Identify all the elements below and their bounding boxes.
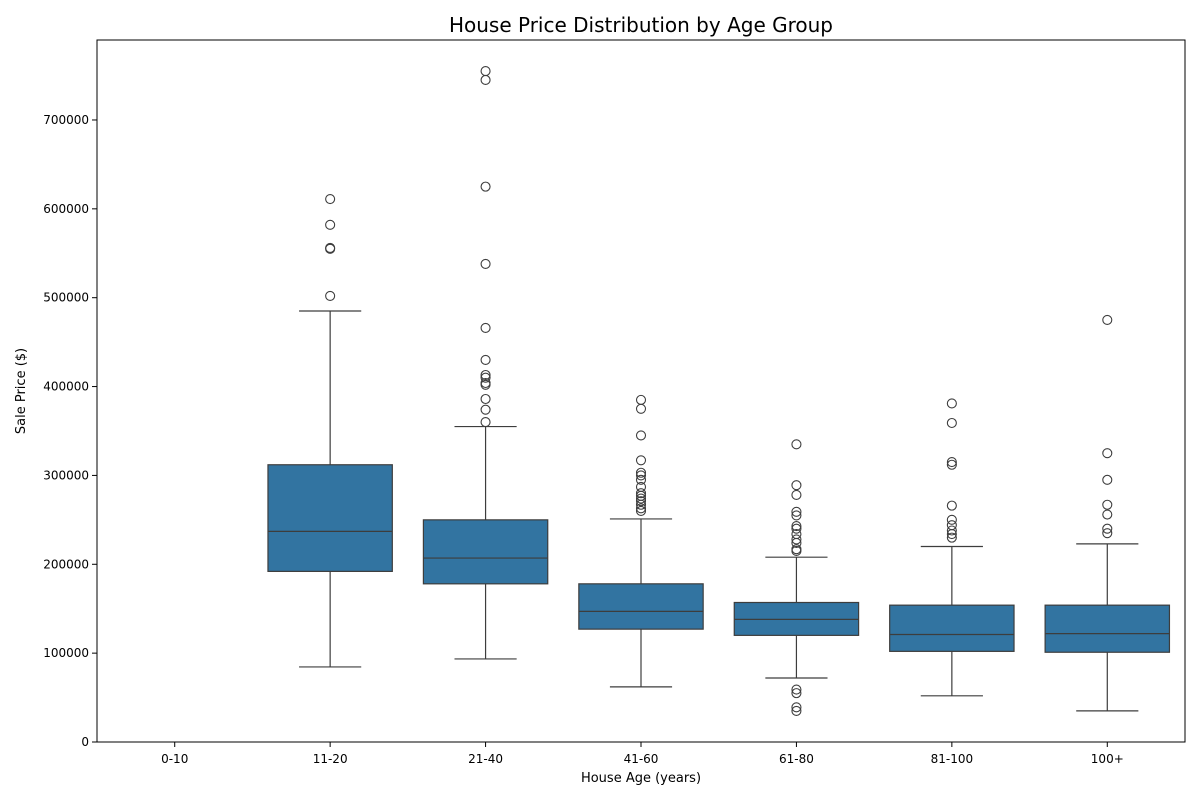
outlier-point: [635, 430, 647, 441]
outlier-point: [635, 488, 647, 499]
outlier-point: [635, 403, 647, 414]
outlier-point: [791, 489, 802, 501]
chart-title: House Price Distribution by Age Group: [449, 13, 833, 37]
box-21-40: [422, 66, 549, 660]
y-tick-label: 200000: [43, 557, 89, 571]
y-tick-label: 600000: [43, 202, 89, 216]
outlier-point: [480, 377, 491, 389]
outlier-point: [946, 500, 957, 511]
outlier-point: [480, 404, 491, 415]
outlier-point: [325, 242, 336, 253]
outlier-point: [325, 194, 336, 205]
outlier-point: [480, 66, 491, 77]
outlier-point: [635, 474, 647, 485]
box-41-60: [578, 394, 704, 688]
outlier-point: [946, 532, 957, 543]
x-tick-label: 41-60: [624, 752, 659, 766]
x-tick-label: 0-10: [161, 752, 188, 766]
outlier-point: [480, 258, 491, 269]
x-tick-label: 81-100: [931, 752, 974, 766]
outlier-point: [791, 684, 802, 695]
outlier-point: [635, 470, 647, 481]
box-100+: [1044, 314, 1171, 712]
outlier-point: [791, 544, 802, 555]
outlier-point: [1102, 523, 1113, 534]
outlier-point: [1102, 448, 1113, 459]
x-tick-label: 11-20: [313, 752, 348, 766]
outlier-point: [1102, 528, 1113, 539]
outlier-point: [480, 369, 491, 381]
outlier-point: [480, 372, 491, 383]
outlier-point: [480, 393, 491, 405]
box-iqr: [422, 519, 549, 585]
outlier-point: [946, 417, 957, 429]
y-tick-label: 100000: [43, 646, 89, 660]
outlier-point: [791, 529, 802, 540]
outlier-point: [1102, 314, 1113, 325]
outlier-point: [480, 354, 491, 365]
outlier-point: [791, 439, 802, 450]
outlier-point: [325, 219, 336, 230]
outlier-point: [946, 459, 957, 470]
outlier-point: [480, 322, 491, 333]
box-iqr: [267, 464, 393, 572]
y-tick-label: 700000: [43, 113, 89, 127]
outlier-point: [635, 455, 647, 466]
outlier-point: [946, 514, 957, 525]
outlier-point: [1102, 474, 1113, 485]
outlier-point: [480, 417, 491, 428]
x-tick-label: 61-80: [779, 752, 814, 766]
outlier-point: [1102, 509, 1113, 520]
outlier-point: [946, 457, 957, 468]
outlier-point: [946, 525, 957, 536]
outlier-point: [635, 503, 647, 514]
plot-area: [267, 66, 1171, 716]
x-axis-label: House Age (years): [581, 771, 701, 786]
outlier-point: [325, 290, 336, 301]
box-iqr: [889, 604, 1015, 652]
box-iqr: [1044, 604, 1171, 653]
box-11-20: [267, 194, 393, 668]
outlier-point: [791, 523, 802, 534]
outlier-point: [635, 481, 647, 493]
outlier-point: [791, 480, 802, 491]
outlier-point: [946, 520, 957, 531]
outlier-point: [1102, 499, 1113, 510]
outlier-point: [791, 534, 802, 545]
outlier-point: [946, 398, 957, 409]
outlier-point: [791, 705, 802, 716]
y-tick-label: 400000: [43, 380, 89, 394]
outlier-point: [791, 521, 802, 532]
x-tick-label: 21-40: [468, 752, 503, 766]
y-axis-label: Sale Price ($): [14, 348, 29, 434]
box-iqr: [578, 583, 704, 630]
outlier-point: [635, 467, 647, 478]
outlier-point: [791, 506, 802, 517]
y-tick-label: 0: [81, 735, 89, 749]
outlier-point: [635, 505, 647, 517]
outlier-point: [635, 394, 647, 405]
y-axis: 0 100000 200000 300000 400000 500000 600000 700…: [43, 113, 97, 749]
y-tick-label: 300000: [43, 468, 89, 482]
outlier-point: [480, 181, 491, 192]
outlier-point: [791, 688, 802, 699]
outlier-point: [480, 74, 491, 86]
outlier-point: [635, 493, 647, 504]
box-81-100: [889, 398, 1015, 697]
box-61-80: [733, 439, 860, 716]
x-axis: 0-10 11-20 21-40 41-60 61-80 81-100 100+: [161, 742, 1124, 766]
outlier-point: [791, 702, 802, 713]
x-tick-label: 100+: [1091, 752, 1124, 766]
outlier-point: [635, 496, 647, 507]
outlier-point: [791, 510, 802, 521]
y-tick-label: 500000: [43, 291, 89, 305]
